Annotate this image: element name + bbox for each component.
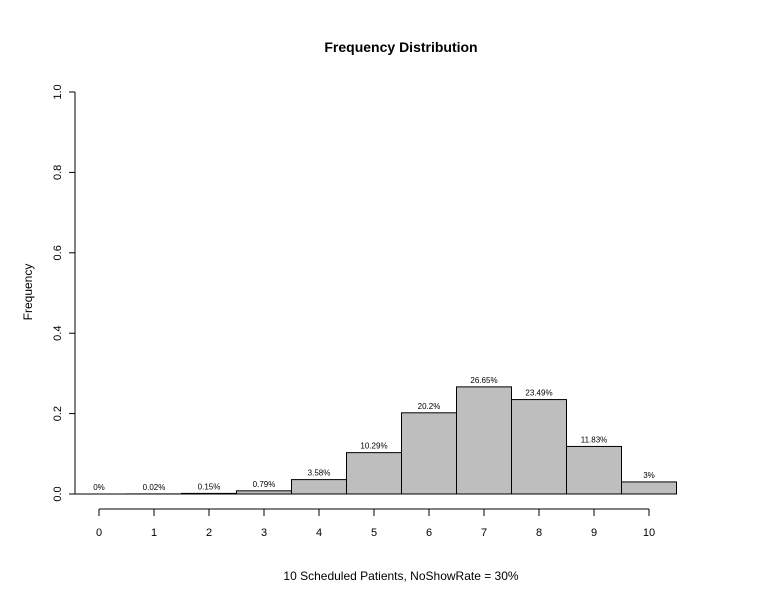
data-labels: 0% 0.02% 0.15% 0.79% 3.58% 10.29% 20.2% 26.65% 2… bbox=[93, 376, 655, 492]
y-tick-label: 0.8 bbox=[52, 165, 64, 180]
bar-data-label: 3% bbox=[643, 471, 655, 480]
x-tick-label: 8 bbox=[536, 527, 542, 539]
bar bbox=[511, 399, 567, 495]
bar-data-label: 23.49% bbox=[525, 389, 552, 398]
bar-data-label: 11.83% bbox=[581, 435, 608, 444]
x-tick-label: 6 bbox=[426, 527, 432, 539]
bar-data-label: 10.29% bbox=[360, 442, 387, 451]
bar-data-label: 0.15% bbox=[198, 482, 221, 491]
y-tick-label: 1.0 bbox=[52, 84, 64, 99]
y-axis: 0.0 0.2 0.4 0.6 0.8 1.0 bbox=[52, 84, 76, 502]
chart-title: Frequency Distribution bbox=[324, 39, 477, 55]
x-tick-label: 10 bbox=[643, 527, 655, 539]
x-tick-label: 0 bbox=[96, 527, 102, 539]
bar-data-label: 20.2% bbox=[418, 402, 441, 411]
bar bbox=[621, 481, 677, 495]
x-tick-label: 9 bbox=[591, 527, 597, 539]
bar bbox=[181, 492, 237, 495]
x-tick-label: 3 bbox=[261, 527, 267, 539]
x-axis-label: 10 Scheduled Patients, NoShowRate = 30% bbox=[283, 569, 518, 583]
bar-data-label: 0.02% bbox=[143, 483, 166, 492]
bar bbox=[291, 479, 347, 495]
x-tick-label: 7 bbox=[481, 527, 487, 539]
y-axis-label: Frequency bbox=[21, 264, 35, 321]
bar bbox=[346, 452, 402, 495]
bars bbox=[71, 386, 677, 495]
bar bbox=[456, 386, 512, 495]
y-tick-label: 0.4 bbox=[52, 326, 64, 341]
bar-data-label: 26.65% bbox=[470, 376, 497, 385]
bar bbox=[236, 490, 292, 495]
x-tick-label: 1 bbox=[151, 527, 157, 539]
y-tick-label: 0.6 bbox=[52, 245, 64, 260]
bar bbox=[566, 445, 622, 495]
x-tick-label: 2 bbox=[206, 527, 212, 539]
bar bbox=[401, 412, 457, 495]
bar-data-label: 0% bbox=[93, 483, 105, 492]
x-tick-label: 4 bbox=[316, 527, 322, 539]
x-tick-label: 5 bbox=[371, 527, 377, 539]
bar-data-label: 3.58% bbox=[308, 469, 331, 478]
y-tick-label: 0.0 bbox=[52, 486, 64, 501]
y-tick-label: 0.2 bbox=[52, 406, 64, 421]
bar-data-label: 0.79% bbox=[253, 480, 276, 489]
x-axis: 0 1 2 3 4 5 6 7 8 9 10 bbox=[96, 508, 655, 539]
